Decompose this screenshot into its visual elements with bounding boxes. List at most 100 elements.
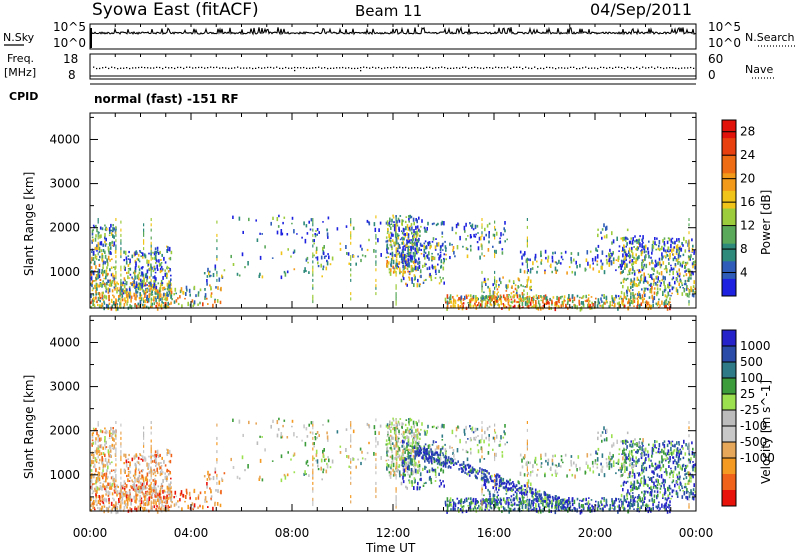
power-cell [489,292,491,295]
power-cell [154,256,156,260]
power-cell [403,265,405,270]
velocity-cell [571,473,574,477]
power-cell [432,237,435,241]
velocity-cell [485,436,487,440]
power-cell [653,295,656,301]
power-cell [129,258,131,264]
power-cell [113,266,115,269]
power-cell [92,298,94,302]
velocity-cell [584,470,587,475]
power-cell [303,221,305,226]
velocity-cell [113,477,115,482]
power-cell [193,300,196,305]
power-cell [464,229,466,233]
freq-dot [219,67,221,69]
power-cell [466,248,469,251]
freq-dot [297,67,299,69]
power-cell [113,274,115,279]
power-cell [691,293,694,297]
power-cell [497,298,499,303]
velocity-cell [566,504,569,509]
power-cell [280,275,283,280]
power-cell [150,305,152,308]
freq-dot [228,67,230,70]
power-cell [621,301,624,306]
freq-dot [105,66,107,68]
velocity-cell [326,464,329,469]
velocity-cell [326,431,328,435]
power-cell [110,282,113,286]
velocity-cell [104,443,106,447]
power-cell [413,274,416,277]
velocity-cell [411,429,413,434]
velocity-cell [169,485,172,488]
velocity-cell [128,453,130,457]
power-cell [379,221,382,225]
power-cell [654,259,657,263]
power-cell [628,269,630,273]
power-cell [531,267,534,270]
power-cell [264,245,266,249]
power-cell [633,246,635,248]
power-cell [114,266,116,271]
power-cell [677,260,679,265]
power-cell [412,251,415,255]
power-cell [151,293,154,296]
velocity-cell [416,444,418,449]
power-cell [667,237,670,239]
power-cell [682,253,685,257]
velocity-cell [429,445,431,448]
power-cell [146,287,149,290]
power-cell [141,285,143,289]
power-cell [536,270,538,274]
power-cell [118,295,120,298]
velocity-cell [404,451,406,454]
velocity-cell [505,501,507,505]
velocity-cell [614,505,616,510]
power-cell [660,263,663,267]
power-cell [645,250,648,253]
power-cell [166,273,168,278]
freq-dot [147,67,149,69]
velocity-cell [221,477,223,481]
velocity-cell [409,445,412,447]
power-cell [630,237,632,240]
velocity-cell [392,426,395,429]
power-cell [132,278,134,280]
power-cell [476,304,479,307]
velocity-cell [108,437,111,440]
velocity-cell [145,508,148,511]
power-cell [157,252,160,255]
power-cell [159,267,162,271]
velocity-cell [409,417,411,422]
power-cell [574,271,576,276]
power-cell [102,281,104,285]
power-cell [105,237,107,242]
velocity-cell [155,454,158,458]
power-cell [386,243,389,248]
velocity-cell [487,501,490,505]
power-cell [549,297,551,301]
power-cell [638,243,640,245]
velocity-cell [596,457,599,462]
power-cell [186,288,188,292]
velocity-cell [397,469,400,472]
power-cell [158,297,160,302]
velocity-cell [408,480,411,484]
power-cell [622,269,624,273]
power-cell [425,246,427,250]
freq-dot [165,66,167,68]
velocity-cell [308,474,310,477]
power-cell [106,282,108,286]
velocity-cell [622,472,624,476]
power-cell [103,306,105,311]
power-cell [450,300,453,304]
freq-dot [426,66,428,68]
power-cell [95,291,97,296]
velocity-cell [598,473,600,476]
power-cell [102,266,104,270]
power-cell [152,257,154,260]
power-cell [406,224,409,228]
power-cell [280,229,283,234]
power-cell [492,233,495,237]
